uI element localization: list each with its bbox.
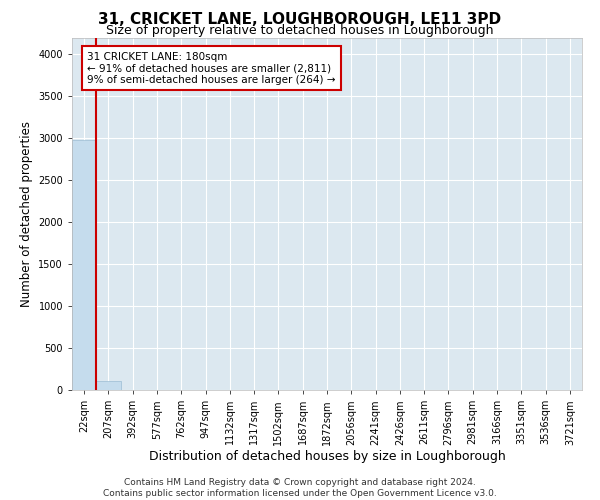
Text: Size of property relative to detached houses in Loughborough: Size of property relative to detached ho… <box>106 24 494 37</box>
Text: 31, CRICKET LANE, LOUGHBOROUGH, LE11 3PD: 31, CRICKET LANE, LOUGHBOROUGH, LE11 3PD <box>98 12 502 28</box>
Text: Contains HM Land Registry data © Crown copyright and database right 2024.
Contai: Contains HM Land Registry data © Crown c… <box>103 478 497 498</box>
X-axis label: Distribution of detached houses by size in Loughborough: Distribution of detached houses by size … <box>149 450 505 463</box>
Text: 31 CRICKET LANE: 180sqm
← 91% of detached houses are smaller (2,811)
9% of semi-: 31 CRICKET LANE: 180sqm ← 91% of detache… <box>88 52 336 85</box>
Y-axis label: Number of detached properties: Number of detached properties <box>20 120 32 306</box>
Bar <box>96 381 121 390</box>
Bar <box>72 140 96 390</box>
